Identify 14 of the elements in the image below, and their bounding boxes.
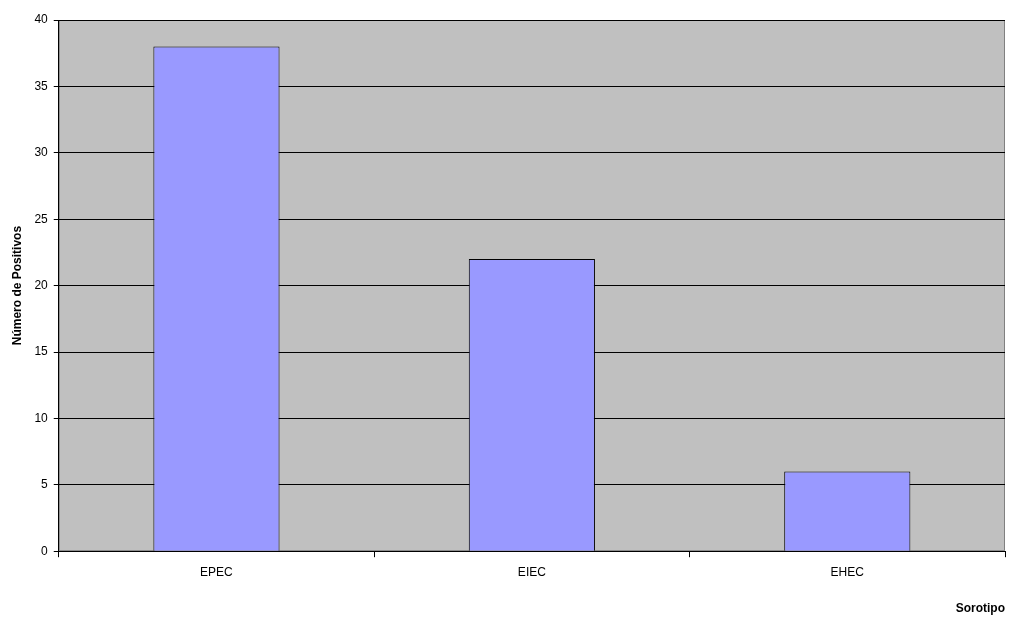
y-tick-label: 30 <box>34 145 49 160</box>
y-axis-title: Número de Positivos <box>9 225 24 346</box>
y-tick-label: 20 <box>34 277 49 292</box>
y-tick-label: 15 <box>34 344 49 359</box>
y-tick-label: 40 <box>34 12 49 27</box>
y-tick-label: 25 <box>34 211 49 226</box>
y-tick-label: 0 <box>41 543 49 558</box>
y-tick-label: 5 <box>41 477 49 492</box>
x-tick-label: EHEC <box>830 564 865 579</box>
x-axis-title: Sorotipo <box>955 601 1005 616</box>
x-tick-label: EIEC <box>517 564 547 579</box>
y-tick-label: 35 <box>34 78 49 93</box>
x-tick-label: EPEC <box>200 564 234 579</box>
y-tick-label: 10 <box>34 410 49 425</box>
